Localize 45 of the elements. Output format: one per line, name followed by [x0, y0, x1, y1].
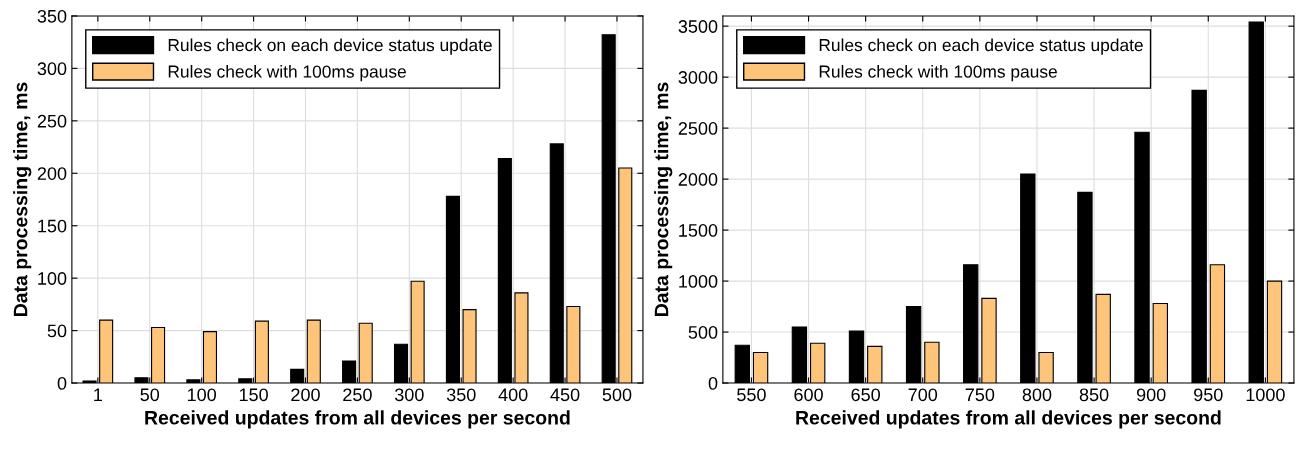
x-tick-label: 1	[94, 388, 102, 401]
x-tick-label: 650	[851, 388, 880, 402]
x-tick-label: 50	[140, 388, 160, 402]
y-tick-label: 2000	[678, 173, 718, 186]
y-tick-label: 250	[37, 114, 67, 128]
x-tick-label: 450	[550, 388, 580, 402]
x-tick-label: 600	[794, 388, 823, 402]
legend-label: Rules check with 100ms pause	[168, 64, 406, 82]
y-tick-label: 3500	[678, 20, 718, 33]
y-tick-label: 300	[37, 62, 67, 76]
x-axis-title: Received updates from all devices per second	[796, 410, 1221, 429]
y-tick-label: 200	[37, 167, 67, 180]
x-tick-label: 700	[908, 388, 938, 402]
y-tick-label: 1000	[679, 275, 718, 288]
x-tick-label: 750	[965, 388, 995, 402]
y-tick-label: 50	[47, 324, 67, 338]
x-tick-label: 100	[187, 388, 217, 402]
y-tick-label: 0	[708, 376, 718, 390]
y-tick-label: 100	[38, 272, 67, 285]
y-axis-title: Data processing time, ms	[13, 82, 32, 316]
x-tick-label: 950	[1194, 388, 1223, 402]
x-axis-title: Received updates from all devices per second	[145, 410, 570, 429]
y-tick-label: 2500	[678, 122, 718, 135]
y-tick-label: 0	[57, 376, 67, 390]
y-axis-title: Data processing time, ms	[654, 82, 673, 316]
x-tick-label: 300	[394, 388, 424, 402]
x-tick-label: 150	[239, 388, 268, 402]
y-tick-label: 500	[688, 325, 718, 339]
y-tick-label: 350	[37, 9, 67, 23]
x-tick-label: 900	[1136, 388, 1166, 402]
legend-label: Rules check on each device status update	[819, 38, 1143, 55]
legend-label: Rules check with 100ms pause	[819, 64, 1057, 82]
x-tick-label: 500	[602, 388, 632, 402]
legend-label: Rules check on each device status update	[168, 38, 492, 55]
x-tick-label: 850	[1079, 388, 1109, 402]
x-tick-label: 800	[1022, 388, 1052, 402]
x-tick-label: 550	[737, 388, 766, 402]
y-tick-label: 1500	[679, 224, 718, 237]
y-tick-label: 150	[38, 219, 67, 233]
y-tick-label: 3000	[678, 71, 718, 84]
x-tick-label: 400	[498, 388, 528, 402]
x-tick-label: 350	[446, 388, 476, 402]
x-tick-label: 200	[291, 388, 320, 402]
x-tick-label: 250	[343, 388, 372, 402]
x-tick-label: 1000	[1246, 388, 1285, 402]
